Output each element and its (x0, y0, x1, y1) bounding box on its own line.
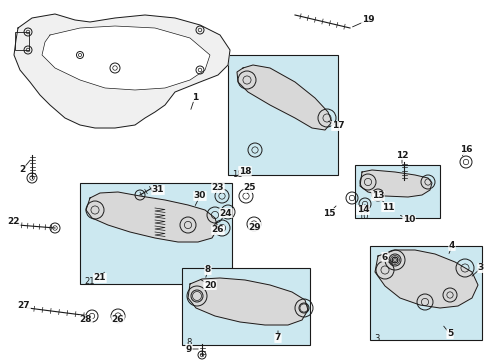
Text: 15: 15 (322, 208, 335, 217)
Text: 10: 10 (357, 212, 368, 221)
Text: 14: 14 (356, 206, 368, 215)
Text: 27: 27 (18, 302, 30, 310)
Bar (80, 183, 231, 284)
Text: 18: 18 (238, 166, 251, 175)
Text: 3: 3 (373, 334, 379, 343)
Text: 6: 6 (381, 252, 387, 261)
Text: 2: 2 (19, 166, 25, 175)
Text: 25: 25 (243, 184, 256, 193)
Text: 3: 3 (477, 264, 483, 273)
Text: 19: 19 (361, 15, 373, 24)
Text: 8: 8 (185, 338, 191, 347)
Polygon shape (14, 14, 229, 128)
Text: 13: 13 (371, 192, 384, 201)
Bar (15, 32, 29, 50)
Text: 21: 21 (94, 274, 106, 283)
Bar (354, 165, 439, 218)
Text: 16: 16 (459, 145, 471, 154)
Polygon shape (187, 278, 307, 325)
Text: 21: 21 (84, 277, 94, 286)
Polygon shape (86, 192, 218, 242)
Text: 31: 31 (151, 185, 164, 194)
Text: 18: 18 (231, 170, 242, 179)
Text: 20: 20 (203, 280, 216, 289)
Text: 26: 26 (112, 315, 124, 324)
Text: 12: 12 (395, 150, 407, 159)
Text: 8: 8 (204, 266, 211, 274)
Text: 5: 5 (446, 329, 452, 338)
Bar (369, 246, 481, 340)
Text: 22: 22 (8, 216, 20, 225)
Text: 29: 29 (248, 222, 261, 231)
Text: 30: 30 (193, 192, 206, 201)
Polygon shape (237, 65, 331, 130)
Text: 17: 17 (331, 122, 344, 130)
Text: 28: 28 (80, 315, 92, 324)
Text: 7: 7 (274, 333, 281, 342)
Text: 11: 11 (381, 202, 393, 211)
Polygon shape (374, 250, 477, 308)
Polygon shape (359, 170, 431, 197)
Bar (182, 268, 309, 345)
Text: 23: 23 (211, 184, 224, 193)
Text: 24: 24 (219, 208, 232, 217)
Text: 10: 10 (402, 216, 414, 225)
Bar (227, 55, 337, 175)
Text: 26: 26 (211, 225, 224, 234)
Text: 4: 4 (448, 242, 454, 251)
Text: 1: 1 (191, 93, 198, 102)
Text: 9: 9 (185, 345, 192, 354)
Polygon shape (42, 26, 209, 90)
